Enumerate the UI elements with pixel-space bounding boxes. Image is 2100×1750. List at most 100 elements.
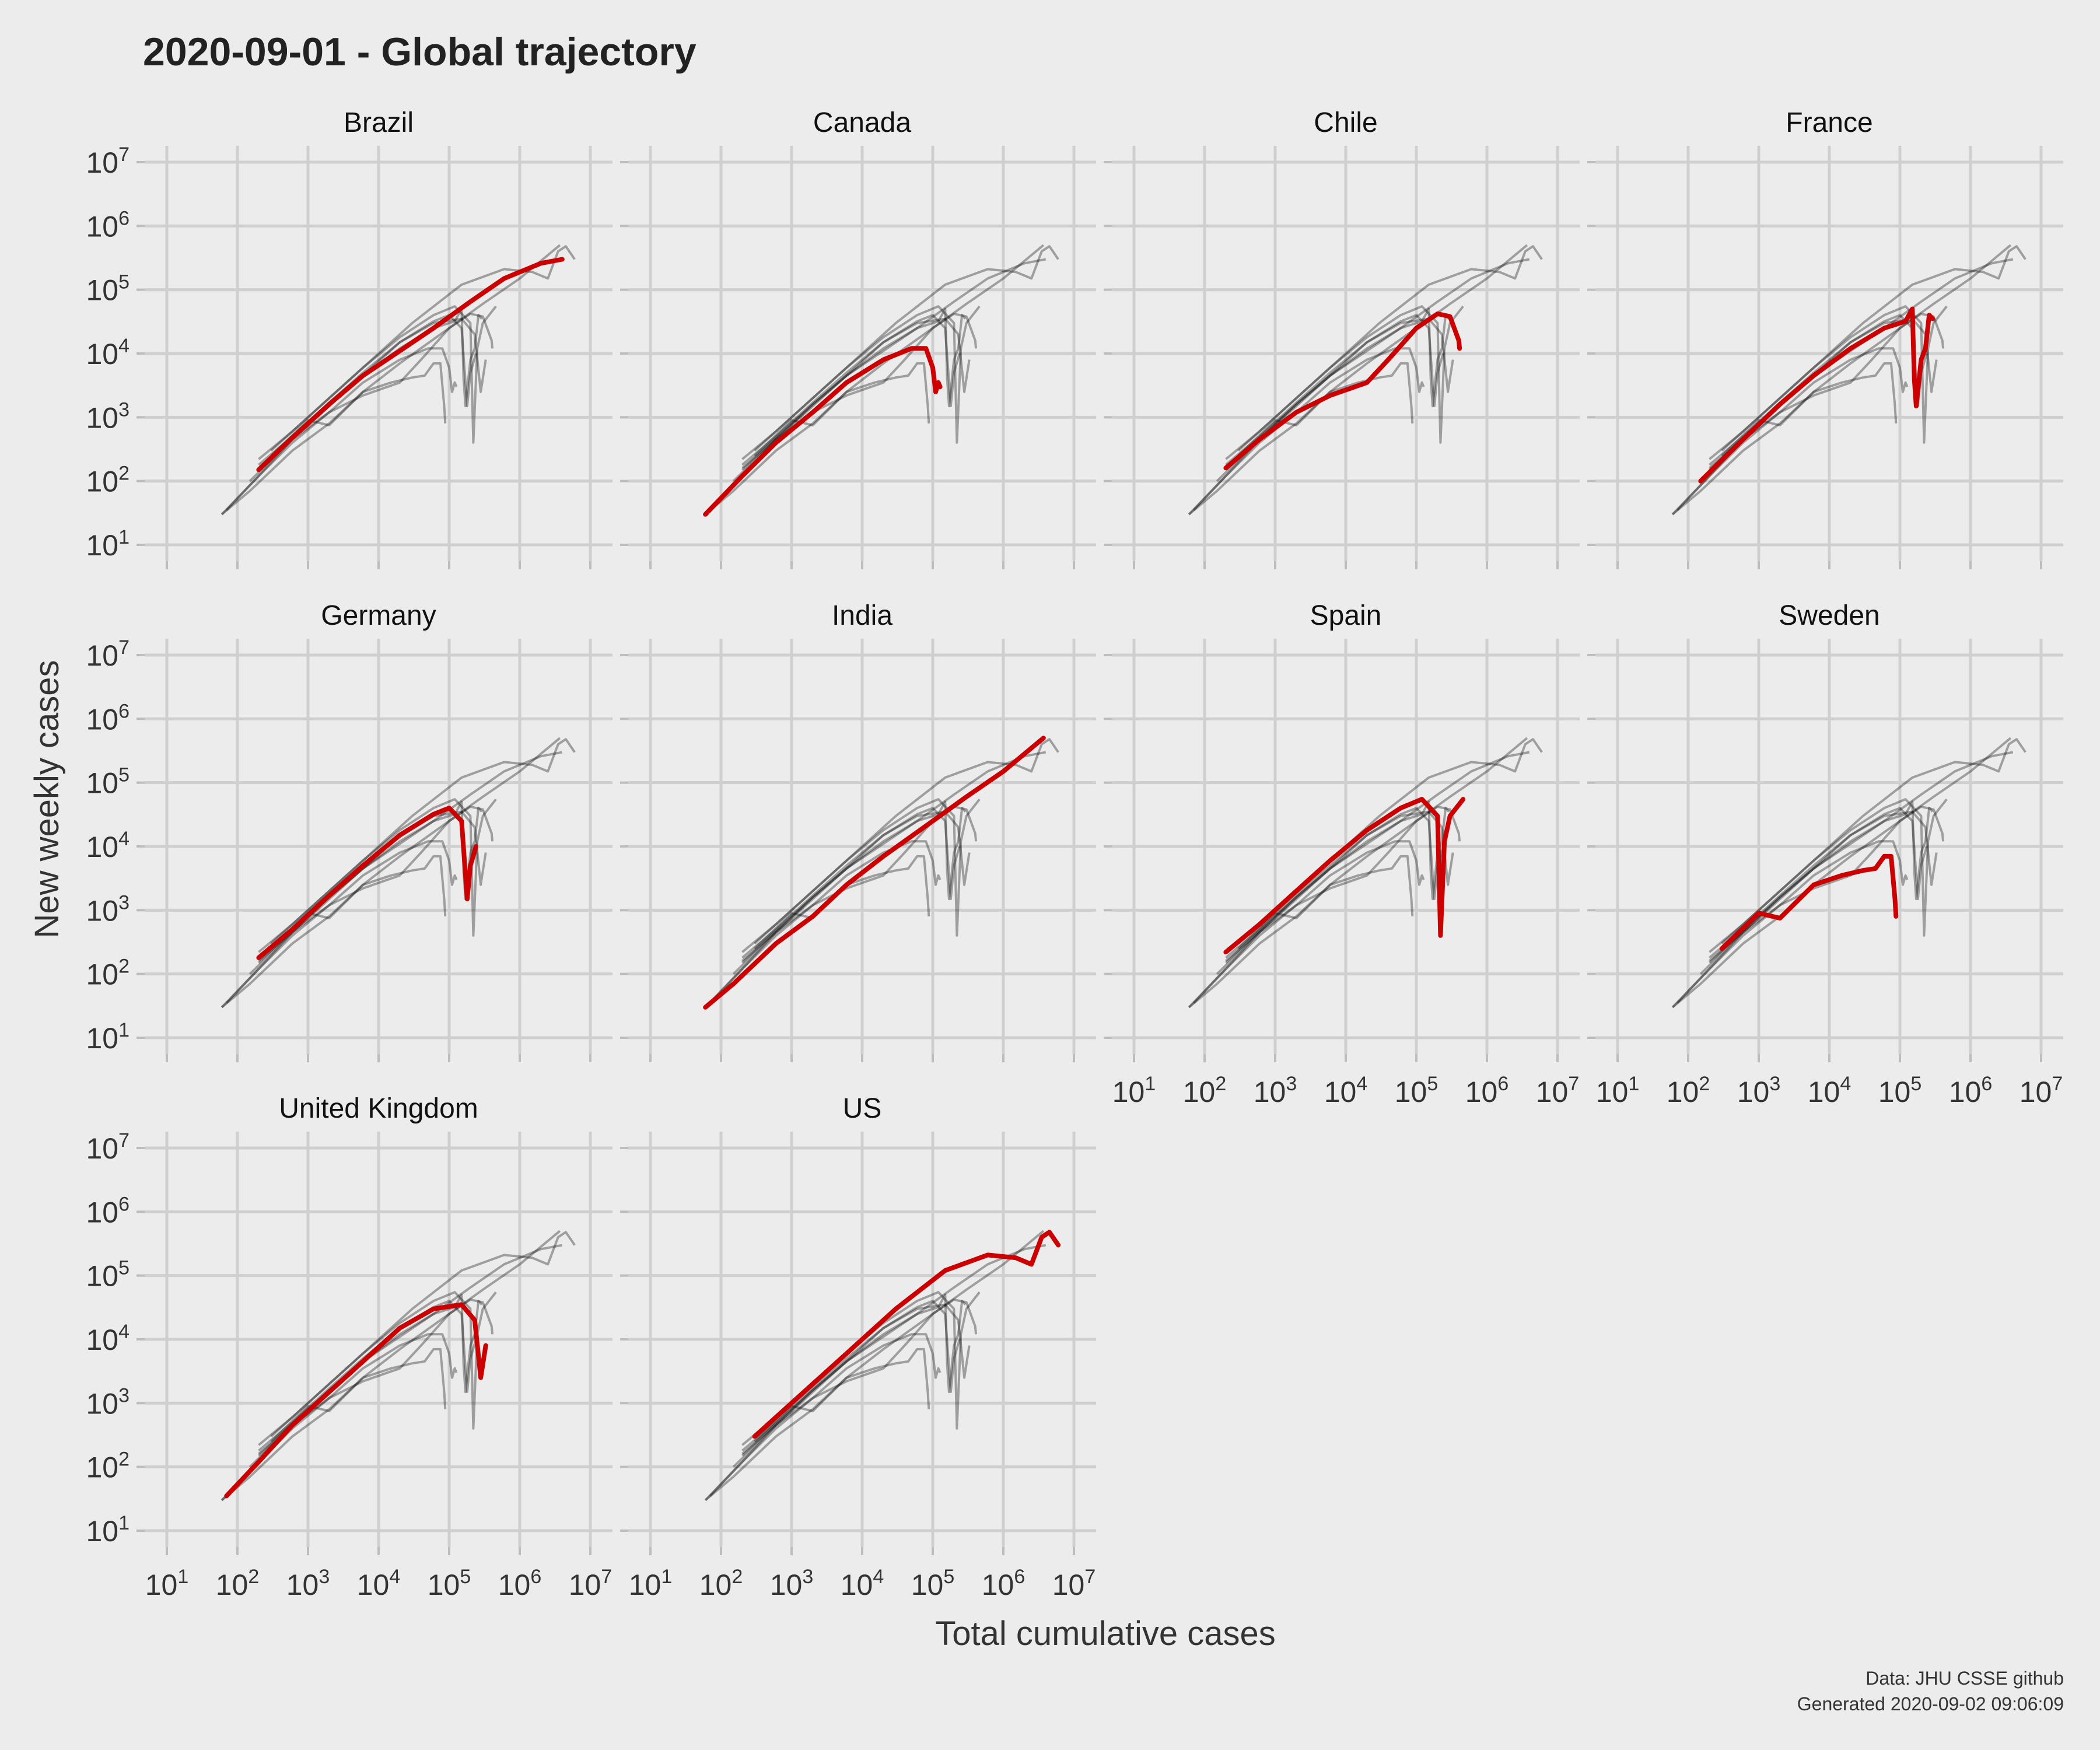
context-series-line <box>1676 810 1938 1004</box>
x-tick-label: 102 <box>1667 1073 1710 1108</box>
y-tick-label: 102 <box>86 1448 130 1484</box>
context-series-line <box>258 1298 494 1455</box>
facet-panel: United Kingdom 101 102 103 104 105 106 107 101 10… <box>86 1093 612 1601</box>
facet-panel: Brazil 101 102 103 104 105 106 107 <box>86 107 612 569</box>
facet-label: United Kingdom <box>279 1093 478 1124</box>
x-tick-label: 105 <box>911 1566 955 1601</box>
context-series-line <box>704 1333 942 1502</box>
context-series-line <box>1216 307 1450 482</box>
x-tick-label: 103 <box>1254 1073 1297 1108</box>
context-series-line <box>741 805 978 962</box>
y-tick-label: 104 <box>86 335 130 370</box>
context-series-line <box>704 840 942 1009</box>
x-tick-label: 101 <box>1596 1073 1640 1108</box>
context-series-line <box>1188 244 1528 516</box>
facet-label: Germany <box>321 600 436 631</box>
context-series-line <box>754 855 930 950</box>
context-series-line <box>220 347 458 516</box>
context-series-line <box>220 737 561 1009</box>
y-tick-label: 101 <box>86 1019 130 1055</box>
context-series-line <box>270 1231 576 1437</box>
facet-label: Sweden <box>1779 600 1880 631</box>
facet-panel: US 101 102 103 104 105 106 107 <box>620 1093 1096 1601</box>
y-tick-label: 104 <box>86 828 130 863</box>
x-tick-label: 102 <box>699 1566 743 1601</box>
caption-generated: Generated 2020-09-02 09:06:09 <box>1797 1693 2064 1714</box>
y-tick-label: 102 <box>86 463 130 498</box>
context-series-line <box>741 312 978 469</box>
context-series-line <box>270 245 576 452</box>
x-tick-label: 103 <box>770 1566 814 1601</box>
x-tick-label: 104 <box>1808 1073 1852 1108</box>
facet-label: Canada <box>813 107 911 138</box>
highlight-series-line <box>256 806 478 960</box>
context-series-line <box>1188 737 1528 1009</box>
context-series-line <box>1237 245 1543 452</box>
highlight-series-line <box>224 1302 488 1499</box>
context-series-line <box>220 244 561 516</box>
context-series-line <box>1709 305 1948 460</box>
caption-source: Data: JHU CSSE github <box>1866 1668 2064 1689</box>
context-series-line <box>1237 855 1414 950</box>
highlight-series-line <box>703 346 943 517</box>
context-series-line <box>1721 738 2027 944</box>
facet-label: Chile <box>1314 107 1377 138</box>
context-series-line <box>741 1300 961 1452</box>
x-tick-label: 104 <box>1324 1073 1368 1108</box>
x-tick-label: 104 <box>841 1566 884 1601</box>
context-series-line <box>1225 314 1444 466</box>
context-series-line <box>1709 805 1945 962</box>
context-series-line <box>1188 347 1425 516</box>
x-tick-label: 102 <box>216 1566 260 1601</box>
context-series-line <box>258 305 497 460</box>
facet-label: Brazil <box>344 107 414 138</box>
context-series-line <box>754 245 1059 452</box>
highlight-series-line <box>1719 853 1899 951</box>
facet-panel: India <box>620 600 1096 1062</box>
facet-label: US <box>843 1093 882 1124</box>
context-series-line <box>270 855 447 950</box>
context-series-line <box>709 810 971 1004</box>
facet-panel: Spain 101 102 103 104 105 106 107 <box>1104 600 1580 1108</box>
facet-panels: Brazil 101 102 103 104 105 106 107 Canada Chile Fr… <box>86 107 2063 1601</box>
facet-label: India <box>832 600 892 631</box>
x-tick-label: 103 <box>286 1566 330 1601</box>
highlight-series-line <box>1223 797 1466 955</box>
context-series-line <box>741 258 1046 471</box>
context-series-line <box>1671 244 2012 516</box>
context-series-line <box>1671 840 1909 1009</box>
context-series-line <box>741 807 961 959</box>
highlight-series-line <box>703 736 1046 1010</box>
chart-title: 2020-09-01 - Global trajectory <box>143 30 696 74</box>
context-series-line <box>1671 347 1909 516</box>
x-tick-label: 102 <box>1183 1073 1227 1108</box>
x-tick-label: 107 <box>569 1566 612 1601</box>
context-series-line <box>1709 312 1945 469</box>
y-tick-label: 105 <box>86 764 130 800</box>
context-series-line <box>1225 258 1530 471</box>
facet-panel: France <box>1587 107 2063 569</box>
context-series-line <box>754 362 930 457</box>
context-series-line <box>741 751 1046 964</box>
x-tick-label: 107 <box>1536 1073 1580 1108</box>
x-axis-title: Total cumulative cases <box>935 1615 1275 1653</box>
facet-panel: Chile <box>1104 107 1580 569</box>
context-series-line <box>732 800 967 975</box>
x-tick-label: 106 <box>982 1566 1026 1601</box>
context-series-line <box>754 1348 930 1443</box>
y-tick-label: 104 <box>86 1321 130 1356</box>
facet-label: Spain <box>1310 600 1382 631</box>
context-series-line <box>1709 798 1948 953</box>
context-series-line <box>732 1293 967 1468</box>
highlight-series-line <box>752 1230 1061 1439</box>
context-series-line <box>258 1291 497 1446</box>
y-tick-label: 105 <box>86 271 130 307</box>
facet-panel: Canada <box>620 107 1096 569</box>
context-series-line <box>258 798 497 953</box>
context-series-line <box>1188 840 1425 1009</box>
x-tick-label: 107 <box>2020 1073 2063 1108</box>
context-series-line <box>1721 362 1898 457</box>
context-series-line <box>1225 305 1464 460</box>
context-series-line <box>1225 805 1461 962</box>
